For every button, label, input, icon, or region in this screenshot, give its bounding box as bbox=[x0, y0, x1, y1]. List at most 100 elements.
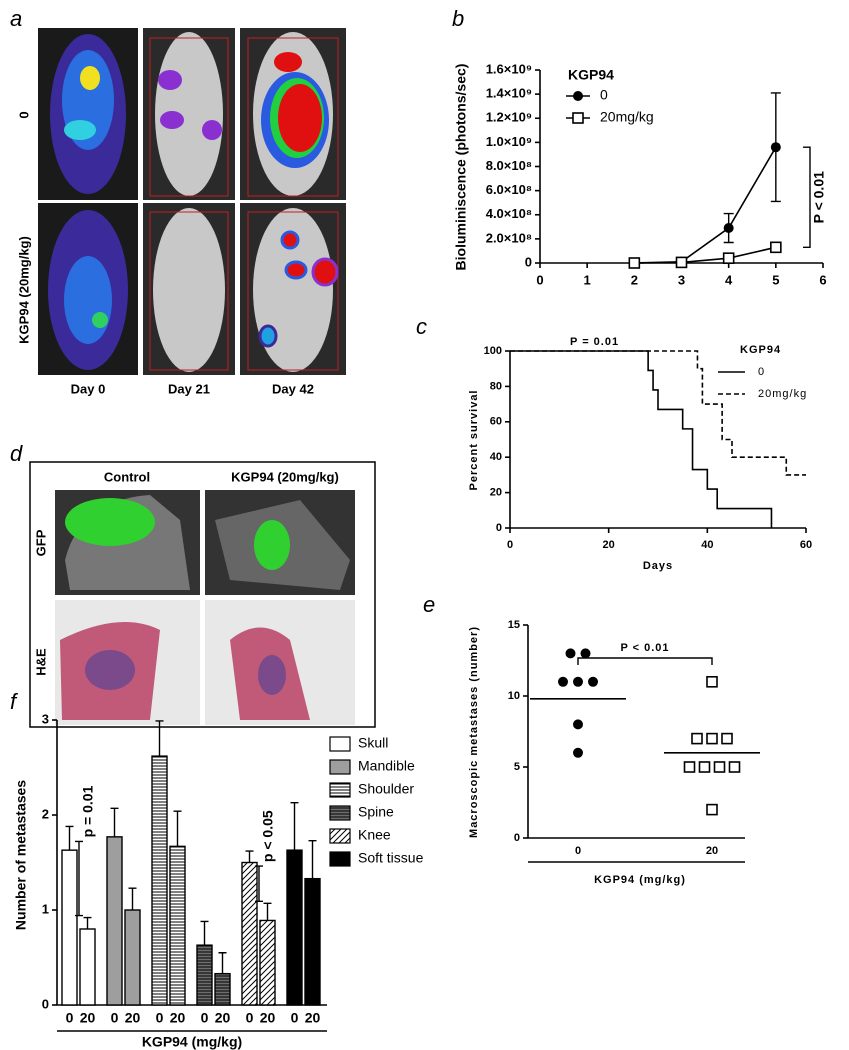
x-tick-label: 2 bbox=[631, 272, 638, 287]
annotation: p = 0.01 bbox=[80, 785, 96, 837]
x-tick-label: 1 bbox=[584, 272, 591, 287]
tissue bbox=[85, 650, 135, 690]
mouse bbox=[153, 208, 225, 372]
annotation: P < 0.01 bbox=[620, 642, 669, 654]
x-tick-label: 60 bbox=[800, 539, 812, 551]
column-label: KGP94 (20mg/kg) bbox=[231, 469, 339, 484]
legend-swatch bbox=[329, 782, 351, 798]
signal bbox=[258, 324, 278, 348]
signal bbox=[64, 256, 112, 344]
x-tick-label: 0 bbox=[201, 1010, 209, 1026]
x-tick-label: 40 bbox=[701, 539, 713, 551]
marker bbox=[588, 676, 598, 687]
roi bbox=[149, 211, 229, 371]
marker bbox=[573, 91, 583, 101]
y-tick-label: 2 bbox=[42, 806, 49, 821]
y-tick-label: 5 bbox=[514, 761, 520, 773]
error-bar bbox=[83, 916, 92, 929]
series-line bbox=[634, 146, 777, 264]
bar bbox=[286, 849, 303, 1006]
signal bbox=[311, 257, 339, 287]
marker bbox=[683, 761, 696, 773]
y-tick-label: 1.0×10⁹ bbox=[486, 134, 532, 149]
tissue bbox=[258, 655, 286, 695]
signal bbox=[160, 111, 184, 129]
x-tick-label: 20 bbox=[260, 1010, 276, 1026]
x-tick-label: 0 bbox=[66, 1010, 74, 1026]
roi bbox=[149, 37, 229, 197]
error-bar bbox=[218, 952, 227, 974]
x-tick-label: 6 bbox=[819, 272, 826, 287]
error-bar bbox=[290, 801, 299, 851]
x-tick-label: 20 bbox=[170, 1010, 186, 1026]
marker bbox=[706, 675, 718, 688]
panel-letter: d bbox=[10, 441, 23, 466]
y-tick-label: 10 bbox=[508, 690, 520, 702]
error-bar bbox=[173, 810, 182, 847]
x-tick-label: 3 bbox=[678, 272, 685, 287]
error-bar bbox=[128, 887, 137, 910]
annotation-bracket bbox=[577, 657, 713, 665]
panel-letter: e bbox=[423, 592, 435, 617]
marker bbox=[572, 112, 584, 124]
bar bbox=[304, 877, 321, 1006]
bar bbox=[106, 836, 123, 1006]
y-tick-label: 0 bbox=[514, 832, 520, 844]
annotation: P < 0.01 bbox=[811, 171, 827, 224]
y-tick-label: 4.0×10⁸ bbox=[486, 206, 532, 221]
x-tick-label: 0 bbox=[111, 1010, 119, 1026]
signal bbox=[280, 230, 300, 250]
marker bbox=[573, 676, 583, 687]
y-tick-label: 0 bbox=[525, 254, 532, 269]
y-tick-label: 100 bbox=[484, 345, 502, 357]
legend-swatch bbox=[329, 736, 351, 752]
x-tick-label: 4 bbox=[725, 272, 733, 287]
x-tick-label: 0 bbox=[246, 1010, 254, 1026]
row-label: GFP bbox=[33, 529, 48, 556]
panel-letter: f bbox=[10, 689, 19, 714]
legend-label: Spine bbox=[358, 804, 394, 820]
legend-label: 20mg/kg bbox=[600, 109, 654, 125]
legend-label: 0 bbox=[758, 366, 765, 378]
row-label: 0 bbox=[16, 111, 31, 118]
legend-label: Soft tissue bbox=[358, 850, 424, 866]
marker bbox=[558, 676, 568, 687]
signal bbox=[202, 120, 222, 140]
marker bbox=[713, 761, 726, 773]
row-label: H&E bbox=[33, 648, 48, 676]
marker bbox=[573, 719, 583, 730]
signal bbox=[278, 84, 322, 152]
x-tick-label: 0 bbox=[507, 539, 513, 551]
y-tick-label: 20 bbox=[490, 487, 502, 499]
legend-swatch bbox=[329, 851, 351, 867]
x-tick-label: 0 bbox=[536, 272, 543, 287]
y-axis-label: Macroscopic metastases (number) bbox=[468, 626, 480, 838]
bar bbox=[61, 849, 78, 1006]
annotation-bracket bbox=[803, 146, 811, 249]
column-label: Day 21 bbox=[168, 381, 210, 396]
y-tick-label: 1.4×10⁹ bbox=[486, 86, 532, 101]
survival-curve bbox=[510, 350, 773, 528]
y-axis-label: Number of metastases bbox=[13, 780, 29, 930]
error-bar bbox=[155, 720, 164, 757]
marker bbox=[698, 761, 711, 773]
signal bbox=[80, 66, 100, 90]
bar bbox=[196, 944, 213, 1006]
y-tick-label: 1.2×10⁹ bbox=[486, 110, 532, 125]
series-line bbox=[634, 246, 777, 264]
marker bbox=[728, 761, 741, 773]
marker bbox=[565, 648, 576, 659]
legend-title: KGP94 bbox=[740, 344, 781, 356]
signal bbox=[64, 120, 96, 140]
error-bar bbox=[308, 839, 317, 879]
legend-title: KGP94 bbox=[568, 67, 614, 83]
y-axis-label: Bioluminiscence (photons/sec) bbox=[453, 64, 469, 271]
survival-curve bbox=[510, 350, 806, 476]
marker bbox=[770, 241, 782, 254]
marker bbox=[706, 732, 718, 745]
panel-letter: b bbox=[452, 6, 464, 31]
legend-label: 0 bbox=[600, 87, 608, 103]
marker bbox=[573, 747, 583, 758]
panel-letter: c bbox=[416, 314, 427, 339]
bar bbox=[259, 919, 276, 1006]
